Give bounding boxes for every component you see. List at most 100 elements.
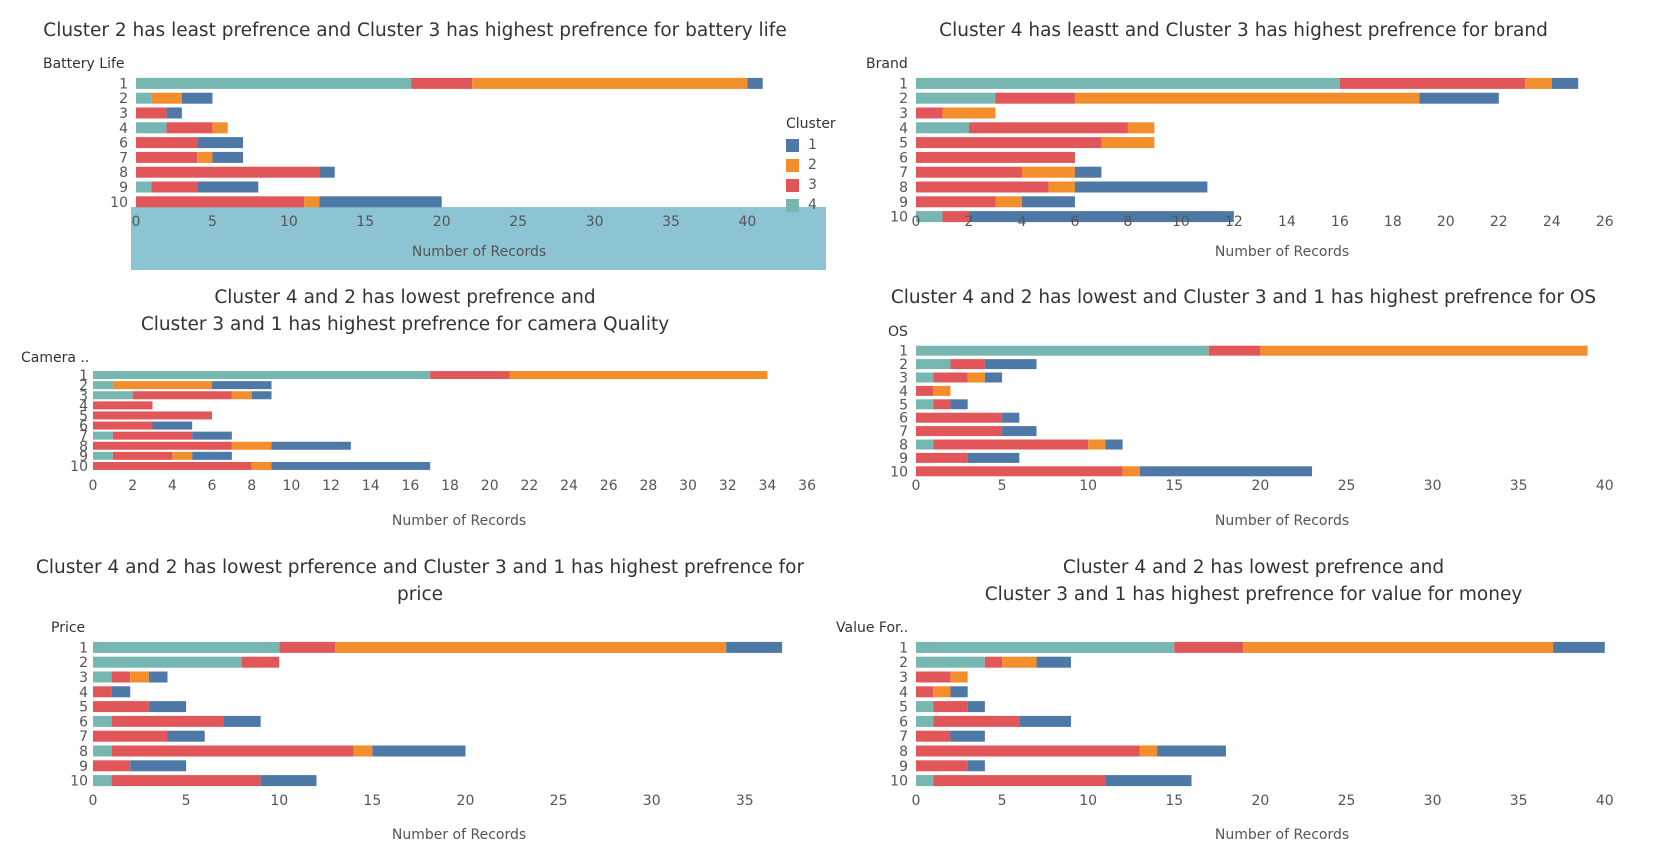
- bar-segment-cluster-4-row-1[interactable]: [916, 641, 1175, 653]
- bar-segment-cluster-3-row-4[interactable]: [916, 686, 934, 698]
- bar-segment-cluster-3-row-9[interactable]: [916, 452, 968, 463]
- bar-segment-cluster-3-row-7[interactable]: [916, 730, 951, 742]
- bar-segment-cluster-3-row-6[interactable]: [93, 421, 153, 430]
- bar-segment-cluster-3-row-1[interactable]: [1208, 345, 1261, 356]
- bar-segment-cluster-3-row-1[interactable]: [411, 77, 473, 89]
- bar-segment-cluster-3-row-3[interactable]: [933, 372, 968, 383]
- bar-segment-cluster-2-row-3[interactable]: [950, 671, 968, 683]
- bar-segment-cluster-2-row-1[interactable]: [335, 641, 727, 653]
- bar-segment-cluster-1-row-9[interactable]: [192, 451, 232, 460]
- bar-segment-cluster-3-row-9[interactable]: [151, 181, 198, 193]
- bar-segment-cluster-3-row-10[interactable]: [111, 775, 261, 787]
- bar-segment-cluster-3-row-6[interactable]: [111, 715, 224, 727]
- bar-segment-cluster-3-row-10[interactable]: [942, 211, 969, 223]
- bar-segment-cluster-1-row-5[interactable]: [950, 399, 968, 410]
- bar-segment-cluster-4-row-1[interactable]: [93, 641, 280, 653]
- bar-segment-cluster-1-row-7[interactable]: [212, 151, 243, 163]
- bar-segment-cluster-4-row-2[interactable]: [93, 656, 242, 668]
- legend-item-cluster-2[interactable]: 2: [786, 155, 856, 175]
- bar-segment-cluster-1-row-8[interactable]: [1157, 745, 1226, 757]
- bar-segment-cluster-1-row-10[interactable]: [260, 775, 317, 787]
- bar-segment-cluster-3-row-4[interactable]: [93, 686, 112, 698]
- bar-segment-cluster-1-row-5[interactable]: [148, 701, 187, 713]
- bar-segment-cluster-1-row-7[interactable]: [1074, 166, 1102, 178]
- legend-item-cluster-1[interactable]: 1: [786, 135, 856, 155]
- bar-segment-cluster-2-row-3[interactable]: [967, 372, 985, 383]
- bar-segment-cluster-4-row-1[interactable]: [136, 77, 412, 89]
- bar-segment-cluster-1-row-9[interactable]: [967, 760, 985, 772]
- bar-segment-cluster-1-row-6[interactable]: [223, 715, 261, 727]
- legend-item-cluster-3[interactable]: 3: [786, 175, 856, 195]
- bar-segment-cluster-2-row-2[interactable]: [1074, 92, 1420, 104]
- bar-segment-cluster-3-row-3[interactable]: [132, 391, 232, 400]
- bar-segment-cluster-2-row-8[interactable]: [1139, 745, 1158, 757]
- bar-segment-cluster-3-row-9[interactable]: [93, 760, 131, 772]
- bar-segment-cluster-4-row-5[interactable]: [916, 701, 934, 713]
- bar-segment-cluster-1-row-9[interactable]: [130, 760, 187, 772]
- bar-segment-cluster-4-row-2[interactable]: [916, 92, 996, 104]
- bar-segment-cluster-2-row-8[interactable]: [1048, 181, 1075, 193]
- bar-segment-cluster-1-row-7[interactable]: [950, 730, 985, 742]
- bar-segment-cluster-1-row-10[interactable]: [271, 461, 431, 470]
- bar-segment-cluster-3-row-4[interactable]: [93, 401, 153, 410]
- bar-segment-cluster-1-row-3[interactable]: [984, 372, 1003, 383]
- bar-segment-cluster-3-row-7[interactable]: [112, 431, 193, 440]
- bar-segment-cluster-2-row-3[interactable]: [130, 671, 149, 683]
- bar-segment-cluster-1-row-1[interactable]: [1551, 77, 1579, 89]
- bar-segment-cluster-1-row-2[interactable]: [984, 359, 1037, 370]
- bar-segment-cluster-3-row-7[interactable]: [916, 426, 1003, 437]
- bar-segment-cluster-3-row-8[interactable]: [111, 745, 354, 757]
- bar-segment-cluster-1-row-8[interactable]: [1105, 439, 1123, 450]
- bar-segment-cluster-1-row-1[interactable]: [747, 77, 763, 89]
- bar-segment-cluster-4-row-4[interactable]: [136, 122, 167, 134]
- bar-segment-cluster-1-row-2[interactable]: [1036, 656, 1071, 668]
- bar-segment-cluster-1-row-6[interactable]: [152, 421, 193, 430]
- bar-segment-cluster-4-row-6[interactable]: [93, 715, 112, 727]
- bar-segment-cluster-2-row-4[interactable]: [933, 686, 951, 698]
- bar-segment-cluster-3-row-9[interactable]: [916, 760, 968, 772]
- bar-segment-cluster-3-row-1[interactable]: [1174, 641, 1244, 653]
- bar-segment-cluster-3-row-1[interactable]: [430, 371, 510, 380]
- bar-segment-cluster-2-row-3[interactable]: [231, 391, 252, 400]
- bar-segment-cluster-2-row-2[interactable]: [151, 92, 182, 104]
- bar-segment-cluster-3-row-4[interactable]: [166, 122, 213, 134]
- bar-segment-cluster-3-row-8[interactable]: [916, 745, 1140, 757]
- bar-segment-cluster-1-row-1[interactable]: [1553, 641, 1605, 653]
- bar-segment-cluster-1-row-2[interactable]: [181, 92, 213, 104]
- bar-segment-cluster-2-row-10[interactable]: [251, 461, 272, 470]
- bar-segment-cluster-3-row-6[interactable]: [916, 412, 1003, 423]
- bar-segment-cluster-2-row-2[interactable]: [1002, 656, 1037, 668]
- bar-segment-cluster-4-row-1[interactable]: [916, 345, 1209, 356]
- bar-segment-cluster-2-row-8[interactable]: [1088, 439, 1106, 450]
- bar-segment-cluster-3-row-4[interactable]: [968, 122, 1128, 134]
- bar-segment-cluster-1-row-10[interactable]: [1139, 466, 1313, 477]
- bar-segment-cluster-1-row-8[interactable]: [1074, 181, 1208, 193]
- bar-segment-cluster-4-row-10[interactable]: [916, 211, 943, 223]
- bar-segment-cluster-2-row-7[interactable]: [1021, 166, 1075, 178]
- bar-segment-cluster-3-row-5[interactable]: [916, 137, 1102, 149]
- bar-segment-cluster-3-row-7[interactable]: [916, 166, 1022, 178]
- bar-segment-cluster-1-row-6[interactable]: [1019, 715, 1071, 727]
- bar-segment-cluster-4-row-10[interactable]: [93, 775, 112, 787]
- bar-segment-cluster-1-row-4[interactable]: [111, 686, 131, 698]
- bar-segment-cluster-3-row-3[interactable]: [916, 671, 951, 683]
- bar-segment-cluster-3-row-5[interactable]: [933, 399, 951, 410]
- bar-segment-cluster-4-row-4[interactable]: [916, 122, 969, 134]
- bar-segment-cluster-2-row-1[interactable]: [1525, 77, 1552, 89]
- bar-segment-cluster-3-row-7[interactable]: [93, 730, 168, 742]
- bar-segment-cluster-1-row-9[interactable]: [197, 181, 259, 193]
- bar-segment-cluster-4-row-8[interactable]: [916, 439, 934, 450]
- bar-segment-cluster-4-row-3[interactable]: [93, 391, 133, 400]
- bar-segment-cluster-1-row-8[interactable]: [271, 441, 351, 450]
- bar-segment-cluster-2-row-4[interactable]: [933, 385, 951, 396]
- bar-segment-cluster-3-row-3[interactable]: [916, 107, 943, 119]
- bar-segment-cluster-1-row-7[interactable]: [192, 431, 232, 440]
- bar-segment-cluster-1-row-2[interactable]: [212, 381, 272, 390]
- bar-segment-cluster-3-row-10[interactable]: [136, 196, 305, 208]
- bar-segment-cluster-4-row-6[interactable]: [916, 715, 934, 727]
- bar-segment-cluster-1-row-9[interactable]: [1021, 196, 1075, 208]
- bar-segment-cluster-1-row-10[interactable]: [968, 211, 1234, 223]
- bar-segment-cluster-3-row-3[interactable]: [136, 107, 167, 119]
- bar-segment-cluster-3-row-10[interactable]: [933, 775, 1106, 787]
- bar-segment-cluster-3-row-5[interactable]: [93, 701, 149, 713]
